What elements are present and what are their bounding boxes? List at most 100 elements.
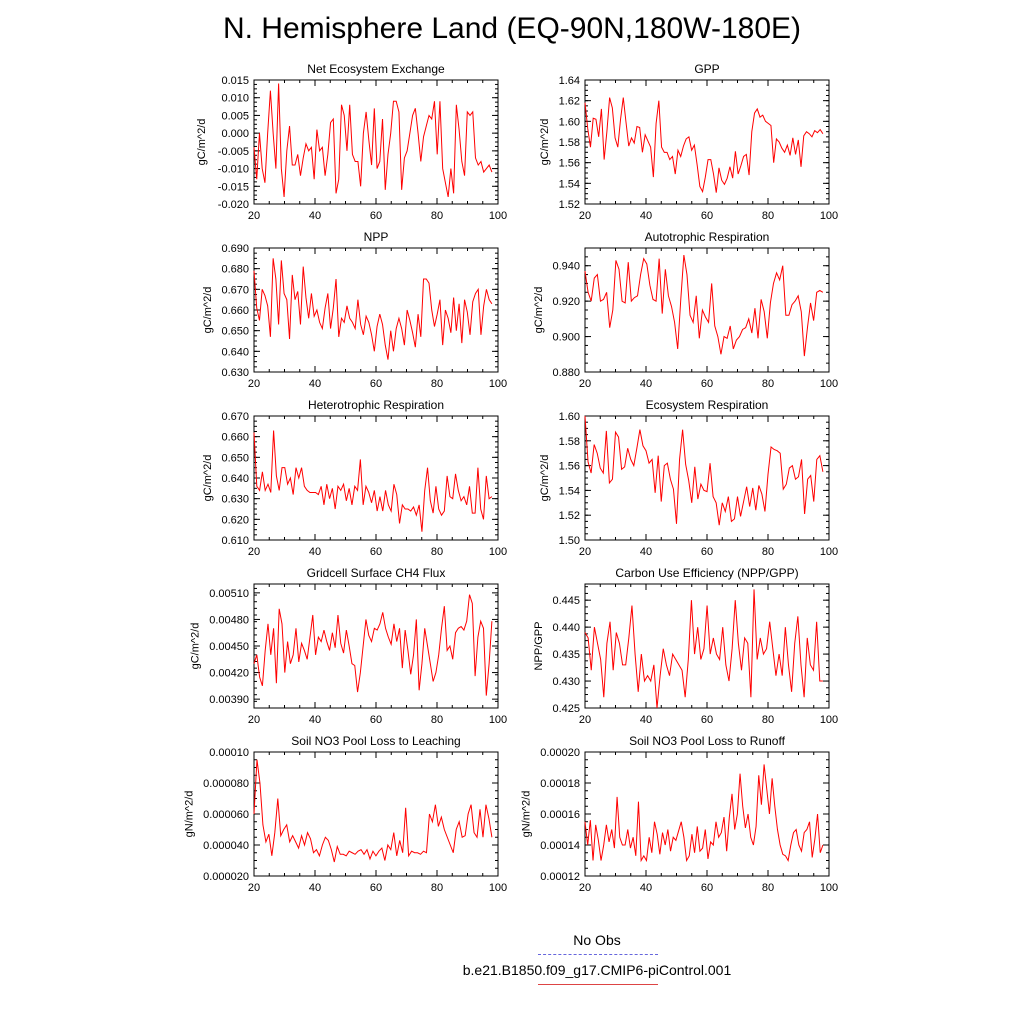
x-tick-label: 80 <box>762 714 774 726</box>
y-tick-label: 0.005 <box>221 110 249 122</box>
panel-title: Soil NO3 Pool Loss to Leaching <box>291 734 460 748</box>
x-tick-label: 40 <box>640 882 652 894</box>
x-tick-label: 60 <box>370 378 382 390</box>
x-tick-label: 40 <box>309 882 321 894</box>
y-tick-label: 0.015 <box>221 75 249 87</box>
y-tick-label: 1.62 <box>559 96 580 108</box>
x-tick-label: 60 <box>701 210 713 222</box>
y-tick-label: 0.000 <box>221 128 249 140</box>
y-tick-label: 0.010 <box>221 93 249 105</box>
y-tick-label: -0.005 <box>218 146 249 158</box>
x-tick-label: 60 <box>370 882 382 894</box>
legend-model-line <box>538 984 658 985</box>
x-tick-label: 60 <box>701 546 713 558</box>
y-tick-label: 0.670 <box>221 284 249 296</box>
x-tick-label: 20 <box>248 882 260 894</box>
y-tick-label: -0.020 <box>218 199 249 211</box>
x-tick-label: 40 <box>309 714 321 726</box>
y-axis-label: gC/m^2/d <box>539 119 551 166</box>
series-line <box>584 255 824 357</box>
panel-title: Net Ecosystem Exchange <box>307 62 445 76</box>
series-line <box>584 415 824 526</box>
y-axis-label: gC/m^2/d <box>533 287 545 334</box>
y-tick-label: 0.670 <box>221 411 249 423</box>
y-tick-label: 0.00450 <box>209 641 249 653</box>
x-tick-label: 100 <box>820 546 838 558</box>
y-tick-label: 0.640 <box>221 473 249 485</box>
x-tick-label: 60 <box>701 714 713 726</box>
x-tick-label: 40 <box>309 546 321 558</box>
y-tick-label: 0.680 <box>221 264 249 276</box>
y-tick-label: 0.660 <box>221 305 249 317</box>
x-tick-label: 80 <box>431 546 443 558</box>
chart-panel: Carbon Use Efficiency (NPP/GPP) 20 40 60 80 1… <box>533 566 838 726</box>
y-tick-label: 1.64 <box>559 75 580 87</box>
x-tick-label: 80 <box>762 882 774 894</box>
chart-panel: Soil NO3 Pool Loss to Runoff 20 40 60 80 100 0… <box>521 734 839 894</box>
x-tick-label: 100 <box>820 378 838 390</box>
panel-title: Autotrophic Respiration <box>645 230 770 244</box>
y-tick-label: 1.58 <box>559 436 580 448</box>
x-tick-label: 60 <box>701 882 713 894</box>
y-tick-label: 1.60 <box>559 116 580 128</box>
x-tick-label: 80 <box>431 210 443 222</box>
x-tick-label: 80 <box>431 714 443 726</box>
x-tick-label: 80 <box>431 378 443 390</box>
x-tick-label: 20 <box>579 546 591 558</box>
y-tick-label: 0.650 <box>221 452 249 464</box>
y-tick-label: 0.620 <box>221 514 249 526</box>
y-tick-label: -0.010 <box>218 164 249 176</box>
x-tick-label: 60 <box>370 714 382 726</box>
x-tick-label: 40 <box>309 378 321 390</box>
x-tick-label: 80 <box>762 210 774 222</box>
chart-panel: NPP 20 40 60 80 100 0.630 0.640 0.650 0.660 0.670 0… <box>202 230 507 390</box>
x-tick-label: 40 <box>640 378 652 390</box>
chart-panel: Autotrophic Respiration 20 40 60 80 100 0.880 0… <box>533 230 838 390</box>
legend-model-label: b.e21.B1850.f09_g17.CMIP6-piControl.001 <box>462 962 732 978</box>
y-tick-label: 0.000080 <box>203 778 249 790</box>
plot-frame <box>584 583 830 709</box>
series-line <box>253 430 493 532</box>
y-tick-label: 0.430 <box>552 676 580 688</box>
plot-frame <box>584 415 830 541</box>
x-tick-label: 40 <box>640 546 652 558</box>
y-tick-label: 1.54 <box>559 178 580 190</box>
y-tick-label: 0.000020 <box>203 871 249 883</box>
chart-panel: GPP 20 40 60 80 100 1.52 1.54 1.56 1.58 1.60 1.62 1.… <box>539 62 838 222</box>
x-tick-label: 20 <box>579 882 591 894</box>
y-tick-label: 0.00016 <box>540 809 580 821</box>
x-tick-label: 20 <box>248 378 260 390</box>
y-axis-label: gC/m^2/d <box>202 455 214 502</box>
y-tick-label: 0.00390 <box>209 694 249 706</box>
x-tick-label: 80 <box>431 882 443 894</box>
series-line <box>253 258 493 360</box>
series-line <box>584 764 824 863</box>
y-tick-label: -0.015 <box>218 181 249 193</box>
x-tick-label: 100 <box>489 714 507 726</box>
x-tick-label: 60 <box>701 378 713 390</box>
panel-title: GPP <box>694 62 719 76</box>
y-tick-label: 0.440 <box>552 622 580 634</box>
y-tick-label: 0.900 <box>552 332 580 344</box>
figure-title: N. Hemisphere Land (EQ-90N,180W-180E) <box>222 12 802 45</box>
series-line <box>253 594 493 696</box>
y-tick-label: 0.650 <box>221 326 249 338</box>
y-tick-label: 0.610 <box>221 535 249 547</box>
chart-panel: Net Ecosystem Exchange 20 40 60 80 100 -0.020 -… <box>196 62 507 222</box>
y-tick-label: 0.00020 <box>540 747 580 759</box>
y-tick-label: 0.00420 <box>209 668 249 680</box>
y-tick-label: 0.880 <box>552 367 580 379</box>
y-tick-label: 0.00018 <box>540 778 580 790</box>
y-axis-label: gC/m^2/d <box>202 287 214 334</box>
x-tick-label: 100 <box>820 882 838 894</box>
chart-panel: Heterotrophic Respiration 20 40 60 80 100 0.61… <box>202 398 507 558</box>
y-tick-label: 1.52 <box>559 510 580 522</box>
y-axis-label: gC/m^2/d <box>196 119 208 166</box>
y-tick-label: 1.60 <box>559 411 580 423</box>
y-tick-label: 0.00010 <box>209 747 249 759</box>
x-tick-label: 100 <box>820 210 838 222</box>
y-tick-label: 0.00480 <box>209 614 249 626</box>
y-tick-label: 0.435 <box>552 649 580 661</box>
panel-title: NPP <box>364 230 389 244</box>
